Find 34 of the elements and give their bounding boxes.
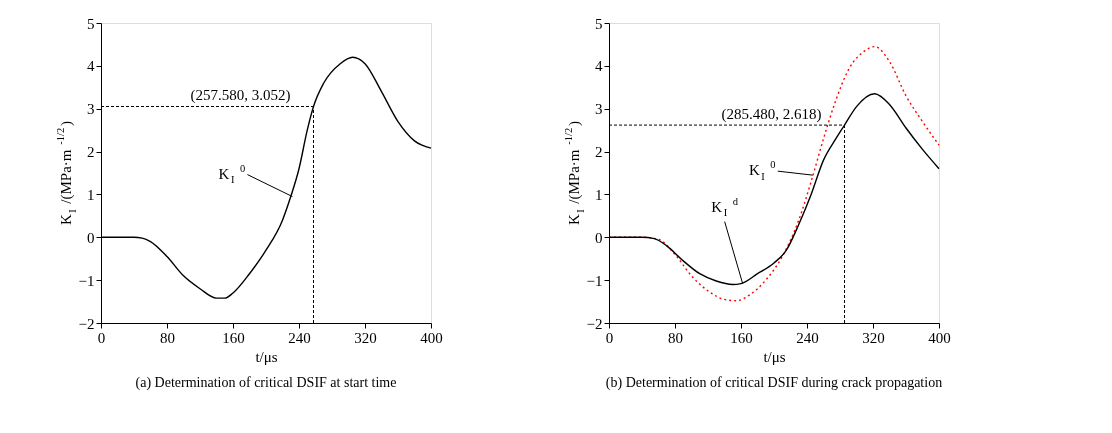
y-tick-label: 1 xyxy=(87,186,95,203)
x-tick-label: 320 xyxy=(354,329,377,346)
y-tick-label: 4 xyxy=(595,58,603,75)
y-tick-label: 4 xyxy=(87,58,95,75)
annotation: (285.480, 2.618) xyxy=(721,106,822,124)
y-tick-label: 0 xyxy=(87,229,95,246)
y-tick-label: 2 xyxy=(87,144,95,161)
y-tick-label: −2 xyxy=(586,315,603,332)
y-tick-label: 0 xyxy=(595,229,603,246)
y-tick-label: 3 xyxy=(595,101,603,118)
x-axis-title: t/μs xyxy=(255,348,278,365)
text: (a) Determination of critical DSIF at start time xyxy=(135,375,397,391)
x-tick-label: 320 xyxy=(862,329,885,346)
x-tick-label: 400 xyxy=(928,329,951,346)
y-tick-label: 5 xyxy=(595,15,603,32)
y-tick-label: 2 xyxy=(595,144,603,161)
x-tick-label: 80 xyxy=(668,329,683,346)
y-axis-title: KI/(MPa·m-1/2) xyxy=(563,120,586,226)
x-tick-label: 160 xyxy=(730,329,753,346)
x-tick-label: 400 xyxy=(420,329,443,346)
y-tick-label: 5 xyxy=(87,15,95,32)
annotation: (257.580, 3.052) xyxy=(190,87,291,105)
y-tick-label: −2 xyxy=(78,315,95,332)
x-tick-label: 240 xyxy=(288,329,311,346)
x-tick-label: 80 xyxy=(160,329,175,346)
x-axis-title: t/μs xyxy=(763,348,786,365)
x-tick-label: 240 xyxy=(796,329,819,346)
y-tick-label: −1 xyxy=(586,272,603,289)
y-tick-label: −1 xyxy=(78,272,95,289)
x-tick-label: 160 xyxy=(222,329,245,346)
text: (b) Determination of critical DSIF during crack propagation xyxy=(605,375,943,391)
y-tick-label: 3 xyxy=(87,101,95,118)
y-tick-label: 1 xyxy=(595,186,603,203)
y-axis-title: KI/(MPa·m-1/2) xyxy=(55,120,78,226)
